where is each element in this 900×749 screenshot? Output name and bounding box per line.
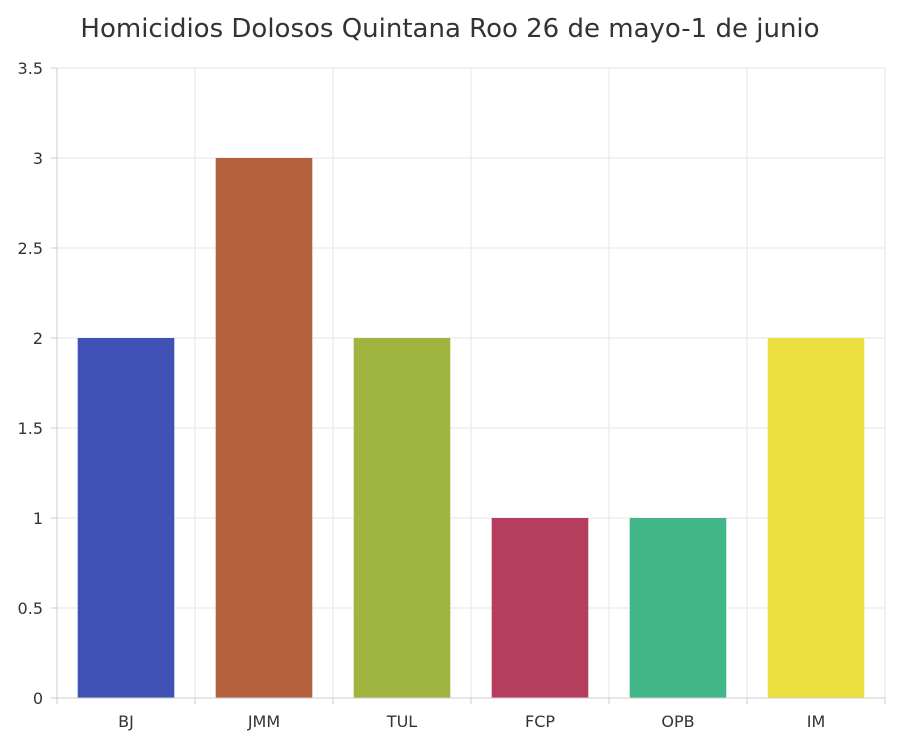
- y-tick-label: 2.5: [18, 239, 43, 258]
- chart-title: Homicidios Dolosos Quintana Roo 26 de ma…: [80, 14, 820, 44]
- y-tick-label: 2: [33, 329, 43, 348]
- y-tick-label: 3: [33, 149, 43, 168]
- bar-im: [767, 338, 865, 698]
- x-tick-label: OPB: [661, 712, 694, 731]
- x-tick-label: JMM: [247, 712, 280, 731]
- bar-bj: [77, 338, 175, 698]
- bar-jmm: [215, 158, 313, 698]
- bar-fcp: [491, 518, 589, 698]
- bar-opb: [629, 518, 727, 698]
- x-axis-ticks: BJ JMM TUL FCP OPB IM: [56, 698, 886, 731]
- x-tick-label: IM: [807, 712, 826, 731]
- x-tick-label: BJ: [118, 712, 134, 731]
- bars-group: [77, 158, 865, 698]
- y-tick-label: 3.5: [18, 59, 43, 78]
- y-tick-label: 0: [33, 689, 43, 708]
- x-tick-label: FCP: [525, 712, 555, 731]
- grid-lines: [56, 67, 886, 699]
- y-axis-ticks: 0 0.5 1 1.5 2 2.5 3 3.5: [18, 59, 57, 708]
- y-tick-label: 1.5: [18, 419, 43, 438]
- y-tick-label: 1: [33, 509, 43, 528]
- y-tick-label: 0.5: [18, 599, 43, 618]
- x-tick-label: TUL: [386, 712, 417, 731]
- bar-tul: [353, 338, 451, 698]
